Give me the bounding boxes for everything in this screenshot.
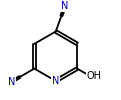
Text: N: N <box>52 76 59 86</box>
Text: N: N <box>8 77 15 87</box>
Text: OH: OH <box>86 71 101 81</box>
Text: N: N <box>61 2 68 12</box>
